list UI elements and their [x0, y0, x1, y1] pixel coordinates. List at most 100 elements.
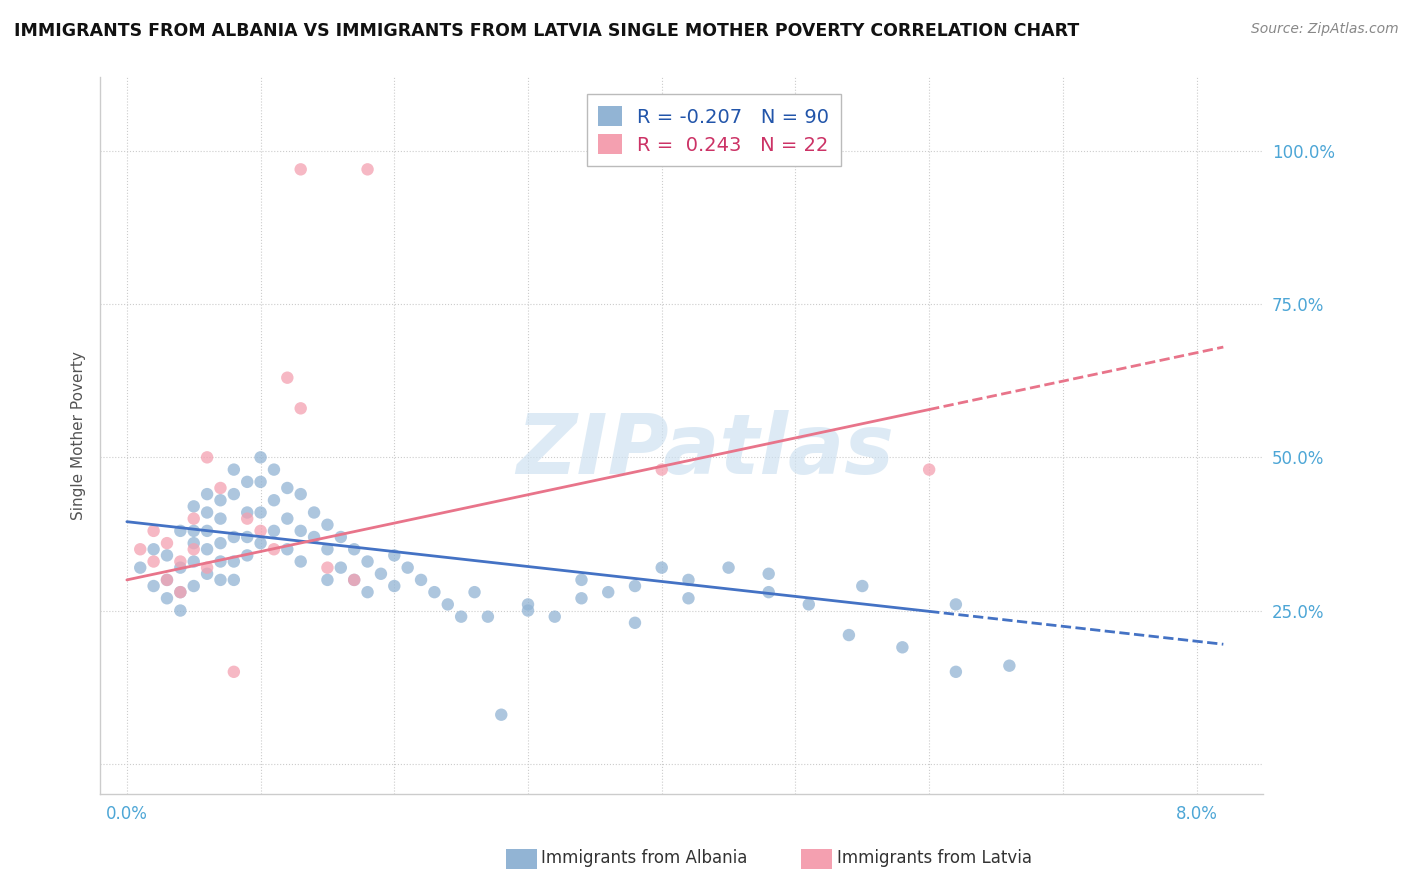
Point — [329, 530, 352, 544]
Point — [236, 530, 259, 544]
Point — [249, 475, 271, 489]
Point — [463, 585, 485, 599]
Point — [316, 517, 339, 532]
Point — [678, 573, 700, 587]
Point — [918, 462, 941, 476]
Point — [290, 524, 312, 538]
Point — [156, 573, 179, 587]
Text: Immigrants from Latvia: Immigrants from Latvia — [837, 849, 1032, 867]
Point — [249, 536, 271, 550]
Point — [945, 665, 967, 679]
Point — [571, 573, 593, 587]
Point — [236, 506, 259, 520]
Point — [276, 542, 298, 557]
Point — [183, 524, 205, 538]
Point — [624, 579, 647, 593]
Text: ZIPatlas: ZIPatlas — [516, 409, 894, 491]
Point — [209, 555, 232, 569]
Point — [356, 585, 378, 599]
Point — [209, 493, 232, 508]
Point — [316, 573, 339, 587]
Point — [156, 549, 179, 563]
Point — [316, 542, 339, 557]
Point — [343, 573, 366, 587]
Point — [169, 585, 191, 599]
Point — [263, 493, 285, 508]
Point — [356, 555, 378, 569]
Point — [169, 603, 191, 617]
Point — [195, 487, 218, 501]
Point — [263, 462, 285, 476]
Point — [891, 640, 914, 655]
Point — [236, 511, 259, 525]
Point — [356, 162, 378, 177]
Point — [129, 542, 152, 557]
Point — [290, 487, 312, 501]
Point — [945, 598, 967, 612]
Point — [183, 579, 205, 593]
Point — [142, 524, 165, 538]
Point — [249, 524, 271, 538]
Point — [195, 524, 218, 538]
Point — [195, 506, 218, 520]
Point — [290, 162, 312, 177]
Point — [409, 573, 432, 587]
Point — [169, 524, 191, 538]
Point — [209, 536, 232, 550]
Point — [343, 573, 366, 587]
Point — [142, 542, 165, 557]
Point — [838, 628, 860, 642]
Text: Immigrants from Albania: Immigrants from Albania — [541, 849, 748, 867]
Point — [183, 542, 205, 557]
Point — [290, 555, 312, 569]
Point — [316, 560, 339, 574]
Point — [624, 615, 647, 630]
Point — [222, 555, 245, 569]
Point — [169, 560, 191, 574]
Point — [263, 524, 285, 538]
Point — [169, 555, 191, 569]
Point — [156, 536, 179, 550]
Point — [195, 542, 218, 557]
Point — [382, 579, 405, 593]
Point — [477, 609, 499, 624]
Point — [276, 481, 298, 495]
Point — [302, 506, 325, 520]
Point — [195, 560, 218, 574]
Point — [998, 658, 1021, 673]
Point — [396, 560, 419, 574]
Point — [851, 579, 873, 593]
Point — [651, 462, 673, 476]
Point — [209, 511, 232, 525]
Point — [491, 707, 513, 722]
Point — [142, 579, 165, 593]
Point — [209, 573, 232, 587]
Point — [195, 566, 218, 581]
Point — [169, 585, 191, 599]
Point — [249, 506, 271, 520]
Point — [156, 591, 179, 606]
Point — [276, 370, 298, 384]
Y-axis label: Single Mother Poverty: Single Mother Poverty — [72, 351, 86, 520]
Point — [423, 585, 446, 599]
Point — [156, 573, 179, 587]
Point — [222, 665, 245, 679]
Point — [436, 598, 458, 612]
Point — [678, 591, 700, 606]
Point — [222, 462, 245, 476]
Point — [263, 542, 285, 557]
Point — [249, 450, 271, 465]
Point — [651, 560, 673, 574]
Point — [195, 450, 218, 465]
Point — [517, 603, 540, 617]
Point — [236, 475, 259, 489]
Point — [717, 560, 740, 574]
Point — [222, 573, 245, 587]
Text: Source: ZipAtlas.com: Source: ZipAtlas.com — [1251, 22, 1399, 37]
Point — [183, 511, 205, 525]
Point — [598, 585, 620, 599]
Point — [343, 542, 366, 557]
Point — [209, 481, 232, 495]
Point — [129, 560, 152, 574]
Point — [183, 536, 205, 550]
